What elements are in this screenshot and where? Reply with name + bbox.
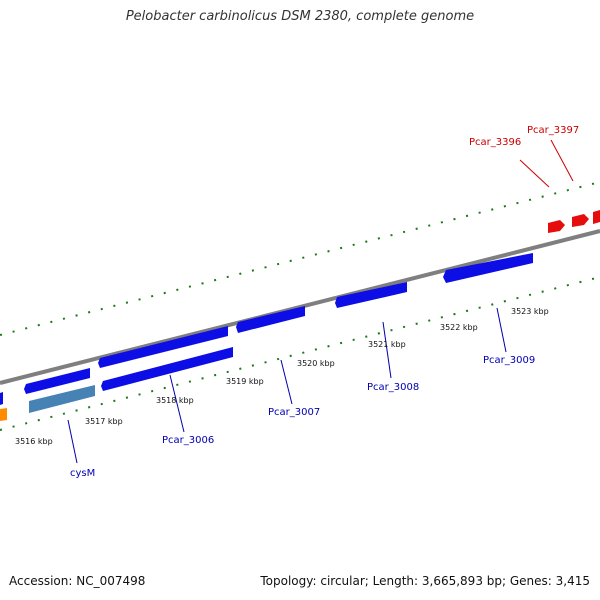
tick-label: 3522 kbp xyxy=(440,323,478,332)
gene-arrow-a[interactable] xyxy=(24,368,90,394)
tick-label: 3517 kbp xyxy=(85,417,123,426)
gene-label[interactable]: Pcar_3007 xyxy=(268,407,320,418)
gene-arrow-red-edge[interactable] xyxy=(593,210,600,224)
gene-label[interactable]: cysM xyxy=(70,468,95,479)
tick-label: 3520 kbp xyxy=(297,359,335,368)
gene-label[interactable]: Pcar_3397 xyxy=(527,125,579,136)
reverse-genes xyxy=(548,210,600,233)
gene-arrow-pcar-3396[interactable] xyxy=(548,220,565,233)
genome-summary: Topology: circular; Length: 3,665,893 bp… xyxy=(260,574,590,588)
gene-arrow-orange[interactable] xyxy=(0,408,7,421)
gene-arrow-pcar-3008[interactable] xyxy=(335,282,407,308)
gene-arrow-pcar-3006[interactable] xyxy=(101,347,233,391)
page-title: Pelobacter carbinolicus DSM 2380, comple… xyxy=(125,9,475,24)
tick-label: 3521 kbp xyxy=(368,340,406,349)
gene-label[interactable]: Pcar_3009 xyxy=(483,355,535,366)
gene-label[interactable]: Pcar_3006 xyxy=(162,435,214,446)
gene-arrow-left-edge[interactable] xyxy=(0,392,3,405)
leader-lines xyxy=(67,139,574,464)
genome-backbone xyxy=(0,229,600,385)
tick-label: 3516 kbp xyxy=(15,437,53,446)
gene-arrow-pcar-3009[interactable] xyxy=(443,253,533,283)
accession-label: Accession: NC_007498 xyxy=(9,574,146,588)
gene-arrow-pcar-3007[interactable] xyxy=(236,306,305,333)
forward-genes-upper xyxy=(0,253,533,405)
tick-labels: 3516 kbp 3517 kbp 3518 kbp 3519 kbp 3520 kbp… xyxy=(15,307,549,446)
gene-arrow-b[interactable] xyxy=(98,326,228,368)
tick-label: 3519 kbp xyxy=(226,377,264,386)
gene-arrow-cysm[interactable] xyxy=(29,385,95,413)
gene-arrow-pcar-3397[interactable] xyxy=(572,214,589,227)
tick-label: 3518 kbp xyxy=(156,396,194,405)
tick-label: 3523 kbp xyxy=(511,307,549,316)
gene-label[interactable]: Pcar_3008 xyxy=(367,382,419,393)
gene-label[interactable]: Pcar_3396 xyxy=(469,137,521,148)
gene-labels: cysM Pcar_3006 Pcar_3007 Pcar_3008 Pcar_3009… xyxy=(70,125,579,479)
